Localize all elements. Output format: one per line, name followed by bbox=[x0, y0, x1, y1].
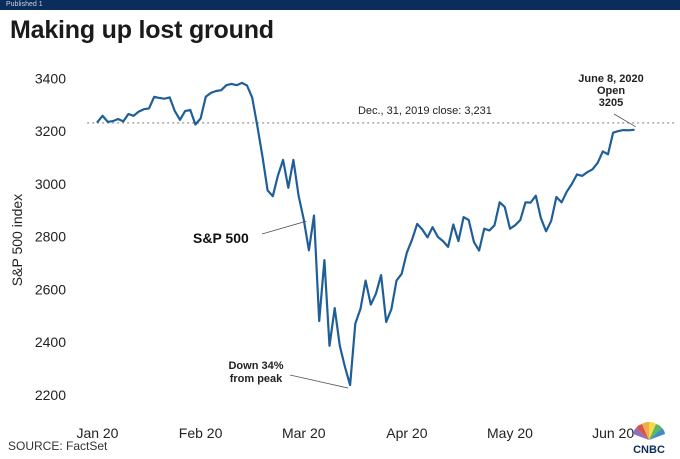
x-tick-label: May 20 bbox=[487, 425, 533, 441]
y-tick-label: 3000 bbox=[35, 176, 66, 192]
chart-title: Making up lost ground bbox=[10, 16, 274, 44]
annotation-june-open-text: Open bbox=[597, 85, 625, 97]
cnbc-logo: CNBC bbox=[633, 421, 665, 456]
reference-line-label: Dec., 31, 2019 close: 3,231 bbox=[358, 105, 492, 117]
x-tick-label: Jun 20 bbox=[592, 425, 634, 441]
y-tick-label: 2400 bbox=[35, 334, 66, 350]
x-tick-label: Mar 20 bbox=[282, 425, 326, 441]
annotation-drawdown-leader bbox=[289, 374, 349, 389]
banner-label: Published 1 bbox=[6, 1, 43, 8]
y-tick-label: 2800 bbox=[35, 229, 66, 245]
series-line-sp500 bbox=[96, 81, 635, 387]
x-tick-label: Feb 20 bbox=[179, 425, 223, 441]
source-note: SOURCE: FactSet bbox=[8, 439, 108, 453]
series-label-leader bbox=[261, 220, 307, 235]
series-label: S&P 500 bbox=[193, 230, 249, 246]
top-banner: Published 1 bbox=[0, 0, 680, 10]
x-tick-label: Jan 20 bbox=[76, 425, 118, 441]
logo-text: CNBC bbox=[633, 444, 665, 456]
annotation-june-open-text: June 8, 2020 bbox=[578, 73, 643, 85]
y-tick-label: 3200 bbox=[35, 123, 66, 139]
y-tick-label: 2200 bbox=[35, 387, 66, 403]
peacock-icon bbox=[633, 421, 665, 440]
x-tick-label: Apr 20 bbox=[386, 425, 427, 441]
annotation-drawdown-text: Down 34% bbox=[228, 360, 283, 372]
y-tick-label: 3400 bbox=[35, 70, 66, 86]
y-axis-label: S&P 500 index bbox=[9, 194, 25, 286]
annotation-june-open-text: 3205 bbox=[599, 97, 623, 109]
annotation-drawdown-text: from peak bbox=[230, 373, 283, 385]
y-tick-label: 2600 bbox=[35, 281, 66, 297]
annotation-june-open-leader bbox=[613, 113, 636, 128]
